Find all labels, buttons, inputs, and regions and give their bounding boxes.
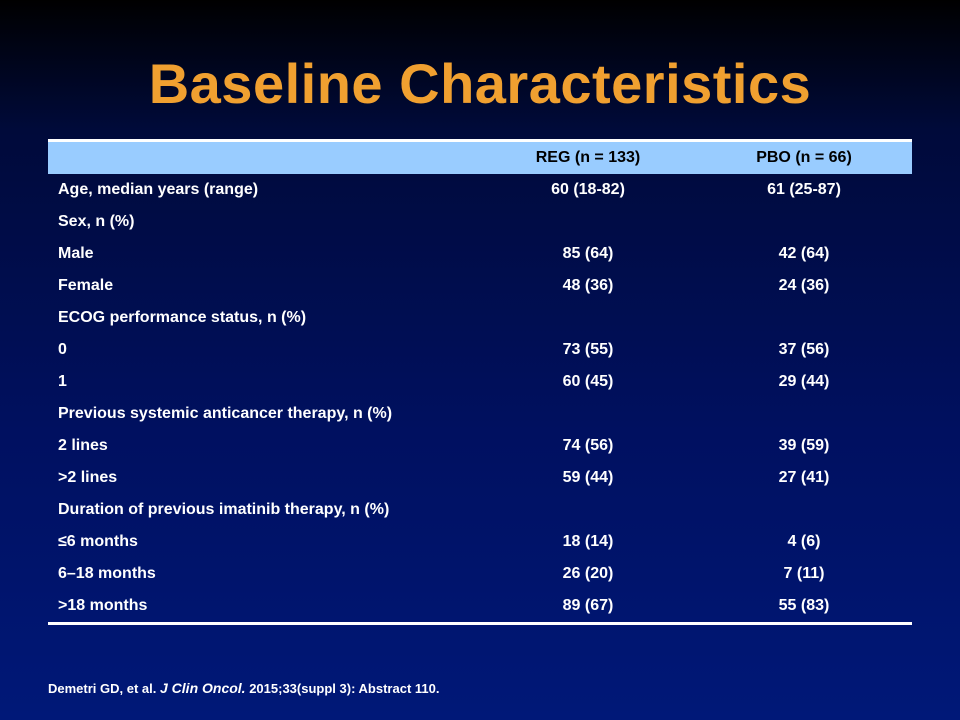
row-pbo-value <box>696 206 912 238</box>
row-pbo-value: 27 (41) <box>778 469 830 486</box>
table-row: Duration of previous imatinib therapy, n… <box>48 494 912 526</box>
table-row: ECOG performance status, n (%) <box>48 302 912 334</box>
row-reg-value: 60 (45) <box>562 373 614 390</box>
row-pbo-value: 39 (59) <box>778 437 830 454</box>
row-pbo-value <box>696 302 912 334</box>
citation-journal: J Clin Oncol. <box>160 680 246 696</box>
row-reg-value: 73 (55) <box>562 341 614 358</box>
citation: Demetri GD, et al. J Clin Oncol. 2015;33… <box>48 680 439 696</box>
row-pbo-value: 24 (36) <box>778 277 830 294</box>
table-row: Female 48 (36) 24 (36) <box>48 270 912 302</box>
row-pbo-value <box>696 398 912 430</box>
row-reg-value: 85 (64) <box>562 245 614 262</box>
header-reg-column: REG (n = 133) <box>535 149 641 166</box>
row-reg-value <box>480 494 696 526</box>
table-row: 1 60 (45) 29 (44) <box>48 366 912 398</box>
row-label: ≤6 months <box>58 533 138 550</box>
row-pbo-value: 7 (11) <box>783 565 825 582</box>
table-row: >18 months 89 (67) 55 (83) <box>48 590 912 624</box>
row-label: Male <box>58 245 94 262</box>
table-row: >2 lines 59 (44) 27 (41) <box>48 462 912 494</box>
row-reg-value: 48 (36) <box>562 277 614 294</box>
row-pbo-value: 42 (64) <box>778 245 830 262</box>
table-row: Previous systemic anticancer therapy, n … <box>48 398 912 430</box>
table-row: 0 73 (55) 37 (56) <box>48 334 912 366</box>
row-pbo-value: 29 (44) <box>778 373 830 390</box>
row-reg-value: 18 (14) <box>562 533 614 550</box>
row-label: >2 lines <box>58 469 118 486</box>
baseline-table-container: REG (n = 133) PBO (n = 66) Age, median y… <box>48 139 912 625</box>
row-reg-value: 60 (18-82) <box>551 181 625 198</box>
table-row: Sex, n (%) <box>48 206 912 238</box>
row-pbo-value: 55 (83) <box>778 597 830 614</box>
row-pbo-value <box>696 494 912 526</box>
baseline-characteristics-table: REG (n = 133) PBO (n = 66) Age, median y… <box>48 139 912 625</box>
row-label: 2 lines <box>58 437 108 454</box>
row-label: Duration of previous imatinib therapy, n… <box>58 501 390 518</box>
table-row: 2 lines 74 (56) 39 (59) <box>48 430 912 462</box>
row-reg-value <box>480 302 696 334</box>
row-reg-value: 26 (20) <box>562 565 614 582</box>
row-reg-value <box>480 398 696 430</box>
row-label: ECOG performance status, n (%) <box>58 309 307 326</box>
row-pbo-value: 4 (6) <box>787 533 821 550</box>
header-label-column <box>48 141 480 175</box>
row-pbo-value: 61 (25-87) <box>767 181 841 198</box>
row-reg-value: 74 (56) <box>562 437 614 454</box>
header-pbo-column: PBO (n = 66) <box>756 149 852 166</box>
row-reg-value: 59 (44) <box>562 469 614 486</box>
row-label: Female <box>58 277 114 294</box>
table-row: Male 85 (64) 42 (64) <box>48 238 912 270</box>
row-label: 0 <box>58 341 67 358</box>
citation-authors: Demetri GD, et al. <box>48 681 157 696</box>
table-header-row: REG (n = 133) PBO (n = 66) <box>48 140 912 175</box>
row-label: Previous systemic anticancer therapy, n … <box>58 405 393 422</box>
row-label: Age, median years (range) <box>58 181 259 198</box>
citation-details: 2015;33(suppl 3): Abstract 110. <box>249 681 440 696</box>
row-reg-value: 89 (67) <box>562 597 614 614</box>
table-row: 6–18 months 26 (20) 7 (11) <box>48 558 912 590</box>
row-label: >18 months <box>58 597 148 614</box>
row-reg-value <box>480 206 696 238</box>
row-label: Sex, n (%) <box>58 213 135 230</box>
slide-title: Baseline Characteristics <box>148 52 812 115</box>
table-row: ≤6 months 18 (14) 4 (6) <box>48 526 912 558</box>
row-pbo-value: 37 (56) <box>778 341 830 358</box>
row-label: 1 <box>58 373 67 390</box>
table-row: Age, median years (range) 60 (18-82) 61 … <box>48 174 912 206</box>
row-label: 6–18 months <box>58 565 156 582</box>
